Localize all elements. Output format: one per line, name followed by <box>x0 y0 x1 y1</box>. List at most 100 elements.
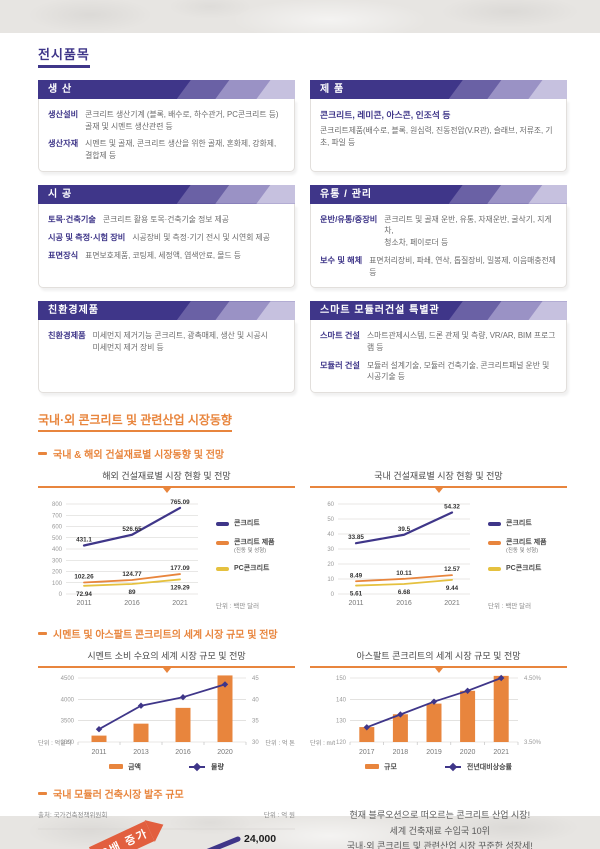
subtitle-modular: 국내 모듈러 건축시장 발주 규모 <box>38 786 295 801</box>
legend-swatch <box>488 522 501 527</box>
domestic-materials-chart: 국내 건설재료별 시장 현황 및 전망 0 10 20 30 40 50 60 2011 201… <box>310 469 567 612</box>
svg-text:30: 30 <box>327 547 334 553</box>
materials-charts-row: 해외 건설재료별 시장 현황 및 전망 0 100 200 300 400 500 600 7… <box>38 469 567 612</box>
svg-text:200: 200 <box>52 569 63 575</box>
section-header-bar: 제 품 <box>310 80 567 99</box>
world-market-charts-row: 시멘트 소비 수요의 세계 시장 규모 및 전망 3000 3500 4000 450… <box>38 649 567 772</box>
section-row: 친환경제품 미세먼지 제거기능 콘크리트, 광촉매제, 생산 및 시공시 미세먼지 … <box>48 327 285 356</box>
dash-bullet-icon <box>38 791 47 796</box>
section-title: 생 산 <box>48 84 73 95</box>
svg-text:120: 120 <box>336 740 347 746</box>
svg-text:40: 40 <box>252 697 259 703</box>
section-row-label: 토목·건축기술 <box>48 214 96 224</box>
section-title: 시 공 <box>48 188 73 200</box>
svg-text:89: 89 <box>128 589 136 596</box>
svg-text:40: 40 <box>327 532 334 538</box>
legend-item: 금액 <box>109 762 141 772</box>
section-row-label: 모듈러 건설 <box>320 360 360 370</box>
section-row-text: 콘크리트 생산기계 (블록, 배수로, 하수관거, PC콘크리트 등) 골재 및 … <box>85 110 279 131</box>
legend-item: 콘크리트 제품 (진동 및 성형) <box>216 539 295 555</box>
asphalt-market-chart: 아스팔트 콘크리트의 세계 시장 규모 및 전망 120 130 140 150 3.5… <box>310 649 567 772</box>
section-box: 콘크리트, 레미콘, 아스콘, 인조석 등 콘크리트제품(배수로, 블록, 원심력… <box>310 99 567 172</box>
svg-text:100: 100 <box>52 581 63 587</box>
section-title: 유통 / 관리 <box>320 188 373 200</box>
modular-chart-meta: 출처: 국가건축정책위원회 단위 : 억 원 <box>38 809 295 819</box>
svg-text:4000: 4000 <box>61 697 75 703</box>
section-box: 운반/유통/중장비 콘크리트 및 골재 운반, 유통, 자재운반, 굴삭기, 지게… <box>310 203 567 289</box>
svg-text:8.49: 8.49 <box>350 572 363 579</box>
chart-title: 해외 건설재료별 시장 현황 및 전망 <box>102 470 231 481</box>
section-row: 시공 및 측정·시험 장비 시공장비 및 측정·기기 전시 및 시연회 제공 <box>48 229 285 247</box>
section-row-text: 미세먼지 제거기능 콘크리트, 광촉매제, 생산 및 시공시 미세먼지 제거 장비… <box>92 331 268 352</box>
subtitle-modular-label: 국내 모듈러 건축시장 발주 규모 <box>53 789 184 801</box>
section-row-text: 모듈러 설계기술, 모듈러 건축기술, 콘크리트패널 운반 및 시공기술 등 <box>366 360 550 382</box>
section-row: 콘크리트, 레미콘, 아스콘, 인조석 등 콘크리트제품(배수로, 블록, 원심력… <box>320 106 557 152</box>
svg-text:24,000: 24,000 <box>244 833 276 845</box>
svg-text:2021: 2021 <box>172 600 188 607</box>
chart-rule <box>38 665 295 673</box>
svg-text:2016: 2016 <box>124 600 140 607</box>
section-construction: 시 공 토목·건축기술 콘크리트 활용 토목·건축기술 정보 제공 시공 및 측정·시… <box>38 184 295 289</box>
chart-unit: 단위 : 백만 달러 <box>488 602 532 610</box>
legend-label: 콘크리트 <box>506 520 532 528</box>
section-header-bar: 시 공 <box>38 184 295 204</box>
svg-text:4500: 4500 <box>61 676 75 682</box>
dash-bullet-icon <box>38 631 47 636</box>
svg-text:20: 20 <box>327 562 334 568</box>
svg-text:124.77: 124.77 <box>122 571 142 578</box>
section-row: 모듈러 건설 모듈러 설계기술, 모듈러 건축기술, 콘크리트패널 운반 및 시공… <box>320 357 557 386</box>
section-row-text: 표면처리장비, 파쇄, 연삭, 톱질장비, 밀봉제, 이음매충전제 등 <box>369 255 556 277</box>
svg-text:2020: 2020 <box>217 749 233 756</box>
diamond-marker-icon <box>192 762 202 772</box>
section-row-label: 스마트 건설 <box>320 331 360 341</box>
svg-text:102.26: 102.26 <box>74 573 94 580</box>
legend-note: (진동 및 성형) <box>506 547 539 554</box>
chart-rule <box>310 485 567 493</box>
chart-title: 국내 건설재료별 시장 현황 및 전망 <box>374 470 503 481</box>
svg-text:700: 700 <box>52 513 63 519</box>
dash-bullet-icon <box>38 451 47 456</box>
svg-text:140: 140 <box>336 697 347 703</box>
subtitle-cement-asphalt-label: 시멘트 및 아스팔트 콘크리트의 세계 시장 규모 및 전망 <box>53 629 278 641</box>
svg-text:431.1: 431.1 <box>76 536 92 543</box>
legend-note: (진동 및 성형) <box>234 547 267 554</box>
chart-title: 시멘트 소비 수요의 세계 시장 규모 및 전망 <box>87 650 246 661</box>
legend-label: 규모 <box>384 763 397 771</box>
legend-label: 콘크리트 <box>234 520 260 528</box>
section-row-text: 콘크리트 및 골재 운반, 유통, 자재운반, 굴삭기, 지게차, 청소차, 페이… <box>384 214 552 248</box>
legend-item: 콘크리트 제품 (진동 및 성형) <box>488 539 567 555</box>
svg-text:2011: 2011 <box>348 600 363 607</box>
chart-source: 출처: 국가건축정책위원회 <box>38 811 108 819</box>
svg-text:9.44: 9.44 <box>446 585 459 592</box>
svg-text:5.61: 5.61 <box>350 591 363 598</box>
chart-legend: 규모 전년대비상승률 <box>310 762 567 772</box>
svg-text:0: 0 <box>59 592 63 598</box>
svg-text:600: 600 <box>52 524 63 530</box>
legend-label: PC콘크리트 <box>506 564 542 572</box>
section-row: 운반/유통/중장비 콘크리트 및 골재 운반, 유통, 자재운반, 굴삭기, 지게… <box>320 211 557 252</box>
section-title: 제 품 <box>320 84 345 95</box>
modular-market-plot: 12,00024,00020202022 [추산]2배 증가 <box>38 813 295 849</box>
legend-item: 규모 <box>365 762 397 772</box>
legend-label: 콘크리트 제품 (진동 및 성형) <box>506 539 547 554</box>
svg-text:단위 : 억 톤: 단위 : 억 톤 <box>265 739 295 747</box>
section-production: 생 산 생산설비 콘크리트 생산기계 (블록, 배수로, 하수관거, PC콘크리트 … <box>38 80 295 172</box>
section-row-label: 친환경제품 <box>48 331 86 341</box>
svg-text:2020: 2020 <box>460 749 476 756</box>
chart-rule <box>310 665 567 673</box>
section-row: 스마트 건설 스마트관제시스템, 드론 관제 및 측량, VR/AR, BIM 프… <box>320 327 557 356</box>
svg-text:50: 50 <box>327 517 334 523</box>
section-row-label: 운반/유통/중장비 <box>320 214 378 224</box>
concrete-texture-top <box>0 0 600 33</box>
section-title: 스마트 모듈러건설 특별관 <box>320 305 440 317</box>
section-eco: 친환경제품 친환경제품 미세먼지 제거기능 콘크리트, 광촉매제, 생산 및 시공시… <box>38 301 295 393</box>
svg-text:6.68: 6.68 <box>398 589 411 596</box>
legend-line-swatch <box>444 762 461 772</box>
svg-text:2021: 2021 <box>444 600 460 607</box>
section-row-text: 콘크리트제품(배수로, 블록, 원심력, 진동전압(V.R관), 슬래브, 저류… <box>320 126 553 147</box>
legend-item: PC콘크리트 <box>216 565 295 574</box>
overseas-materials-plot: 0 100 200 300 400 500 600 700 800 2011 2016 2021 431… <box>38 494 208 612</box>
